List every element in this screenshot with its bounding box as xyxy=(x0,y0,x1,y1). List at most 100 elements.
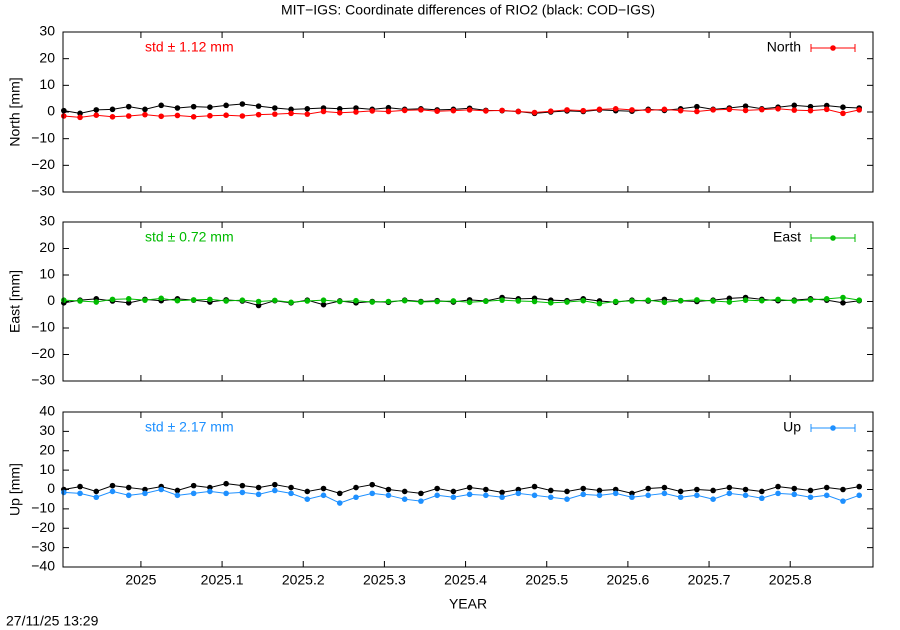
data-point xyxy=(239,297,246,303)
data-point xyxy=(353,109,359,115)
data-point xyxy=(531,492,538,499)
data-point xyxy=(775,296,781,303)
data-point xyxy=(580,485,587,492)
data-point xyxy=(694,103,700,110)
data-point xyxy=(353,494,359,501)
data-point xyxy=(369,481,376,488)
data-point xyxy=(547,494,554,501)
legend-marker xyxy=(830,235,836,241)
std-annotation: std ± 2.17 mm xyxy=(145,419,234,435)
data-point xyxy=(677,488,684,495)
data-point xyxy=(77,110,83,117)
data-point xyxy=(840,110,846,117)
data-point xyxy=(775,106,781,112)
y-tick-label: 20 xyxy=(39,441,55,457)
data-point xyxy=(547,108,554,114)
data-point xyxy=(466,484,473,491)
data-point xyxy=(791,298,798,304)
timestamp: 27/11/25 13:29 xyxy=(6,613,99,629)
page-title: MIT−IGS: Coordinate differences of RIO2 … xyxy=(281,2,655,18)
data-point xyxy=(272,487,278,494)
data-point xyxy=(61,107,67,114)
data-point xyxy=(223,298,229,304)
y-axis-label: Up [mm] xyxy=(7,463,23,516)
data-point xyxy=(93,488,100,495)
data-point xyxy=(580,491,587,498)
data-point xyxy=(612,298,619,305)
data-point xyxy=(255,111,262,118)
y-tick-label: −10 xyxy=(31,129,55,145)
data-point xyxy=(77,298,83,304)
data-point xyxy=(369,299,376,305)
data-point xyxy=(823,484,830,491)
data-point xyxy=(401,488,408,495)
data-point xyxy=(239,489,246,496)
data-point xyxy=(336,110,343,116)
data-point xyxy=(726,299,733,305)
data-point xyxy=(174,487,181,494)
data-point xyxy=(174,492,181,499)
data-point xyxy=(612,490,619,497)
data-point xyxy=(174,297,181,304)
y-tick-label: 20 xyxy=(39,49,55,65)
y-tick-label: 0 xyxy=(47,480,55,496)
data-point xyxy=(596,106,603,113)
data-point xyxy=(320,492,327,499)
data-point xyxy=(418,107,424,113)
data-point xyxy=(255,484,262,491)
data-point xyxy=(629,298,635,304)
data-point xyxy=(272,105,278,111)
data-point xyxy=(369,108,376,114)
data-point xyxy=(645,107,651,114)
legend-marker xyxy=(830,425,836,431)
y-tick-label: −20 xyxy=(31,345,55,361)
data-point xyxy=(483,298,489,305)
data-point xyxy=(434,492,440,499)
y-tick-label: 30 xyxy=(39,23,55,39)
data-point xyxy=(304,298,311,304)
data-point xyxy=(661,490,668,497)
data-point xyxy=(385,486,392,493)
std-annotation: std ± 1.12 mm xyxy=(145,39,234,55)
data-point xyxy=(775,483,781,490)
data-point xyxy=(223,112,229,118)
data-point xyxy=(190,490,197,497)
data-point xyxy=(661,484,668,491)
data-point xyxy=(369,490,376,497)
data-point xyxy=(255,491,262,498)
data-point xyxy=(791,107,798,113)
data-point xyxy=(109,296,116,303)
x-tick-label: 2025.4 xyxy=(444,572,487,588)
data-point xyxy=(320,108,327,115)
data-point xyxy=(515,486,522,493)
data-point xyxy=(483,486,489,493)
data-point xyxy=(401,496,408,502)
data-point xyxy=(320,301,327,308)
x-tick-label: 2025.6 xyxy=(606,572,649,588)
data-point xyxy=(190,114,197,120)
data-point xyxy=(207,488,213,495)
data-point xyxy=(125,484,132,491)
legend-label: East xyxy=(773,229,801,245)
data-point xyxy=(531,109,538,116)
data-point xyxy=(61,113,67,119)
data-point xyxy=(158,295,165,302)
data-point xyxy=(710,298,716,304)
data-point xyxy=(823,492,830,499)
data-point xyxy=(677,494,684,501)
data-point xyxy=(499,494,505,501)
data-point xyxy=(304,488,311,495)
data-point xyxy=(190,297,197,303)
data-point xyxy=(645,485,651,492)
data-point xyxy=(791,485,798,492)
data-point xyxy=(791,102,798,109)
series-line xyxy=(63,483,860,494)
data-point xyxy=(336,490,343,497)
y-tick-label: −30 xyxy=(31,183,55,199)
x-tick-label: 2025.5 xyxy=(525,572,568,588)
data-point xyxy=(125,300,132,306)
data-point xyxy=(304,111,311,117)
data-point xyxy=(580,297,587,304)
data-point xyxy=(353,297,359,304)
